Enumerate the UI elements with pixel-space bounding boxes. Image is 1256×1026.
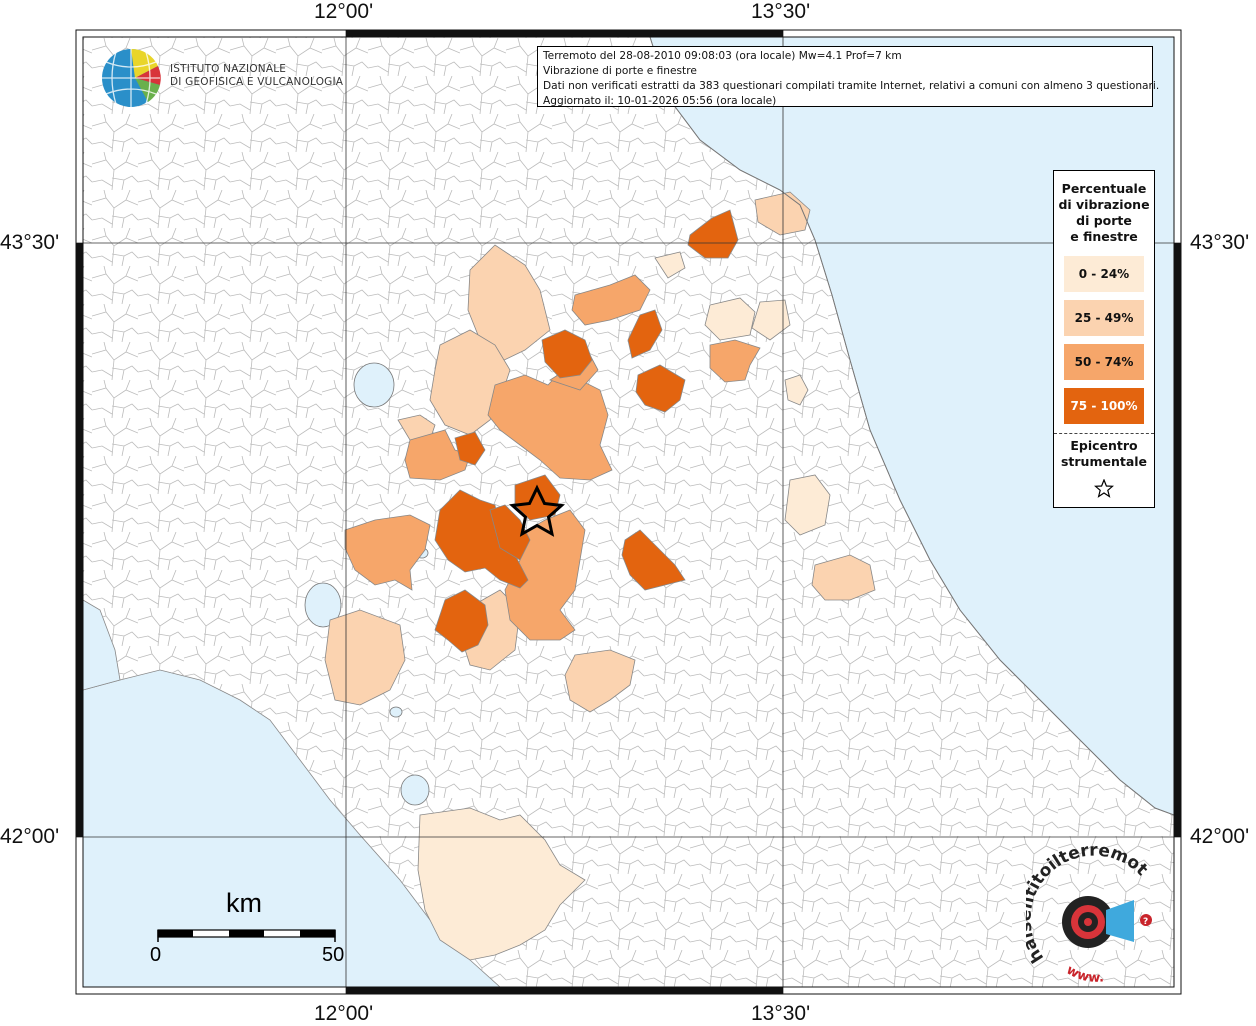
legend-class-50-74: 50 - 74% [1064,344,1144,380]
scale-end: 50 [322,944,345,966]
institute-name: ISTITUTO NAZIONALE DI GEOFISICA E VULCAN… [170,63,344,88]
lat-label-right-top: 43°30' [1190,231,1250,254]
legend-star-icon [1094,479,1114,498]
area-75-100 [687,209,739,259]
legend: Percentuale di vibrazione di porte e fin… [1053,170,1155,508]
map-subject: Vibrazione di porte e finestre [543,65,697,77]
legend-title: Percentuale di vibrazione di porte e fin… [1058,181,1150,244]
update-time: Aggiornato il: 10-01-2026 05:56 (ora loc… [543,95,777,107]
epicenter-star[interactable] [508,484,566,537]
lake-bracciano [400,774,430,806]
lat-label-right-bottom: 42°00' [1190,825,1250,848]
scale-bar [157,929,336,942]
lat-label-left-bottom: 42°00' [0,825,60,848]
coordinate-grid [76,30,1181,994]
ingv-logo-icon [102,48,161,107]
map-frame [75,29,1182,995]
scale-unit: km [226,888,262,918]
lon-label-top-left: 12°00' [314,0,374,23]
lon-label-top-right: 13°30' [751,0,811,23]
event-info-box: Terremoto del 28-08-2010 09:08:03 (ora l… [537,46,1160,107]
svg-text:?: ? [1143,917,1148,927]
lon-label-bottom-right: 13°30' [751,1002,811,1025]
intensity-areas [324,191,876,961]
event-title: Terremoto del 28-08-2010 09:08:03 (ora l… [543,50,902,62]
data-note: Dati non verificati estratti da 383 ques… [543,80,1160,92]
lon-label-bottom-left: 12°00' [314,1002,374,1025]
area-25-49 [467,244,551,363]
legend-epicenter-label: Epicentro strumentale [1060,438,1148,469]
lake-trasimeno [353,362,395,408]
legend-class-0-24: 0 - 24% [1064,256,1144,292]
logo-www: www. [1064,963,1105,986]
hai-sentito-logo-icon[interactable]: haisentitoilterremoto.it www. ? [1026,840,1166,990]
svg-text:www.: www. [1064,963,1105,986]
lat-label-left-top: 43°30' [0,231,60,254]
lake-bolsena [304,582,342,628]
area-0-24 [417,807,586,961]
legend-class-25-49: 25 - 49% [1064,300,1144,336]
legend-class-75-100: 75 - 100% [1064,388,1144,424]
scale-start: 0 [150,944,162,966]
